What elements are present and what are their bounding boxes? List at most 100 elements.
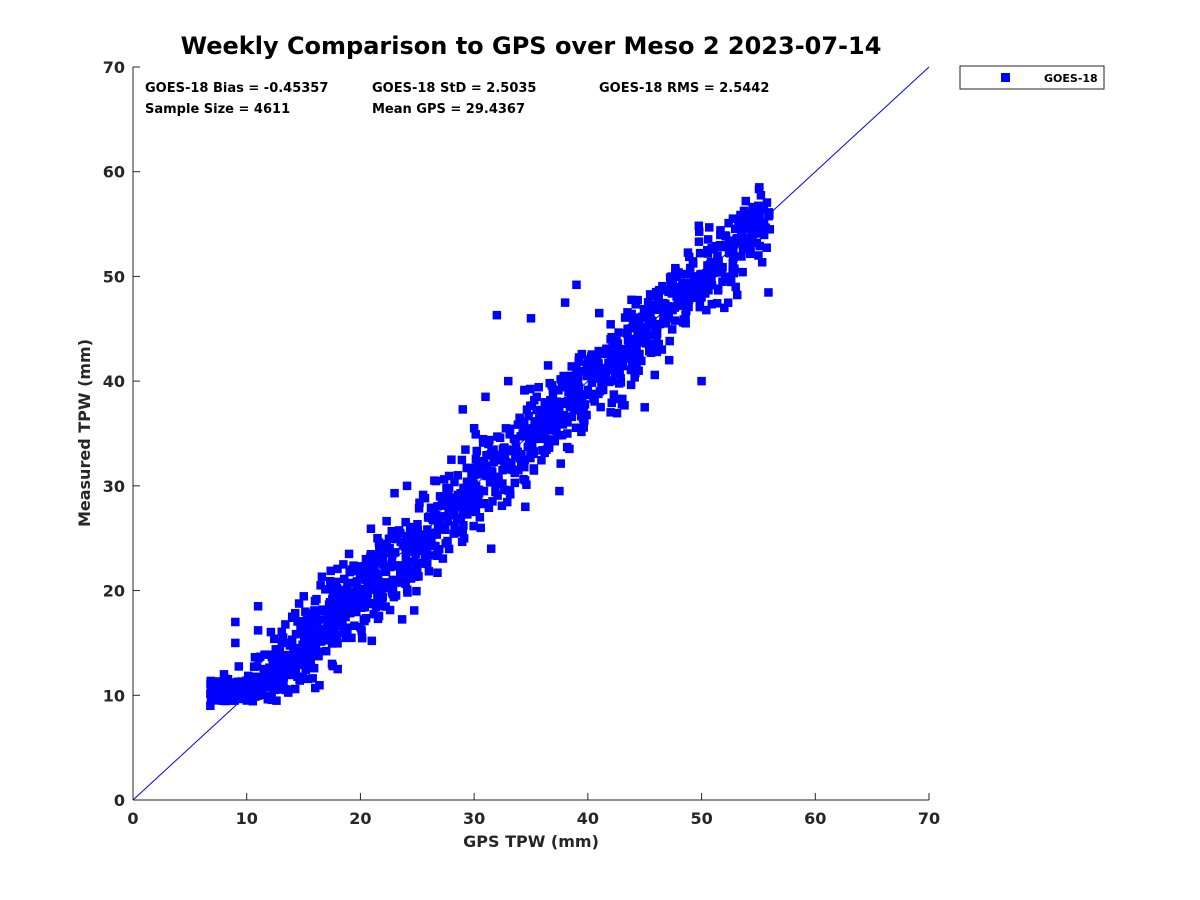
scatter-point: [285, 667, 295, 677]
scatter-point: [665, 336, 674, 346]
scatter-point: [537, 406, 547, 416]
scatter-point: [697, 376, 706, 386]
scatter-point: [217, 695, 227, 705]
scatter-point: [373, 592, 382, 602]
scatter-point: [594, 359, 603, 368]
scatter-point: [717, 242, 726, 252]
scatter-point: [602, 363, 612, 373]
scatter-point: [577, 397, 587, 407]
scatter-point: [548, 392, 558, 402]
scatter-point: [471, 430, 480, 439]
scatter-point: [711, 242, 721, 251]
scatter-point: [334, 601, 344, 611]
scatter-point: [484, 503, 494, 512]
scatter-point: [369, 609, 378, 619]
scatter-point: [716, 226, 725, 235]
scatter-point: [646, 314, 655, 323]
scatter-point: [472, 446, 482, 456]
scatter-point: [624, 354, 634, 363]
scatter-point: [414, 572, 423, 581]
scatter-point: [344, 549, 354, 559]
scatter-point: [697, 293, 706, 302]
scatter-point: [494, 472, 503, 482]
y-tick-label: 70: [103, 58, 125, 77]
scatter-point: [458, 526, 467, 536]
scatter-point: [587, 378, 597, 387]
scatter-point: [631, 316, 640, 325]
scatter-point: [492, 450, 502, 460]
scatter-point: [720, 303, 729, 313]
scatter-point: [453, 471, 463, 480]
scatter-point: [451, 526, 461, 536]
scatter-point: [315, 626, 324, 635]
scatter-point: [310, 632, 319, 641]
scatter-point: [452, 513, 462, 523]
scatter-point: [544, 407, 554, 417]
scatter-point: [745, 241, 754, 250]
scatter-point: [440, 525, 450, 534]
points-layer: [206, 183, 775, 711]
scatter-point: [643, 330, 653, 340]
scatter-point: [683, 248, 693, 257]
scatter-point: [532, 392, 541, 402]
scatter-point: [325, 577, 335, 586]
scatter-point: [523, 442, 533, 452]
scatter-point: [345, 601, 354, 610]
scatter-point: [328, 604, 338, 614]
scatter-point: [607, 398, 616, 408]
statistics-annotations: GOES-18 Bias = -0.45357 GOES-18 StD = 2.5…: [145, 81, 769, 117]
scatter-point: [552, 414, 562, 423]
scatter-point: [556, 459, 565, 468]
scatter-point: [756, 191, 766, 200]
scatter-point: [515, 413, 524, 423]
scatter-point: [395, 528, 405, 538]
scatter-point: [402, 481, 412, 491]
scatter-point: [664, 355, 674, 365]
scatter-point: [694, 237, 704, 246]
scatter-point: [433, 502, 442, 511]
scatter-point: [526, 314, 536, 323]
scatter-point: [742, 209, 752, 218]
scatter-point: [684, 302, 693, 312]
scatter-point: [457, 455, 467, 465]
scatter-point: [332, 630, 342, 640]
scatter-point: [565, 444, 574, 454]
scatter-point: [413, 526, 423, 535]
scatter-point: [543, 436, 553, 446]
scatter-point: [530, 417, 539, 426]
scatter-point: [424, 513, 433, 522]
scatter-point: [629, 340, 638, 349]
scatter-point: [478, 434, 488, 444]
scatter-point: [281, 650, 290, 660]
scatter-point: [548, 397, 558, 406]
scatter-point: [542, 445, 551, 455]
scatter-point: [487, 467, 497, 477]
scatter-point: [390, 488, 399, 498]
scatter-point: [691, 282, 701, 291]
scatter-point: [305, 609, 314, 618]
scatter-point: [700, 272, 710, 281]
scatter-point: [463, 510, 472, 519]
scatter-point: [748, 230, 757, 239]
scatter-point: [213, 679, 223, 688]
x-tick-label: 40: [577, 809, 599, 828]
scatter-point: [479, 499, 488, 509]
scatter-point: [320, 625, 329, 635]
y-tick-label: 40: [103, 372, 125, 391]
scatter-point: [602, 349, 612, 358]
scatter-point: [567, 362, 576, 371]
scatter-point: [573, 403, 582, 412]
scatter-point: [661, 313, 671, 323]
scatter-point: [300, 632, 309, 641]
scatter-point: [547, 381, 557, 390]
scatter-point: [544, 420, 553, 429]
scatter-point: [567, 382, 577, 392]
scatter-point: [703, 235, 713, 244]
scatter-point: [233, 677, 243, 687]
scatter-point: [723, 298, 733, 307]
scatter-point: [606, 320, 615, 329]
y-tick-label: 30: [103, 477, 125, 496]
scatter-point: [262, 673, 271, 683]
scatter-point: [651, 305, 660, 315]
scatter-point: [443, 517, 452, 526]
